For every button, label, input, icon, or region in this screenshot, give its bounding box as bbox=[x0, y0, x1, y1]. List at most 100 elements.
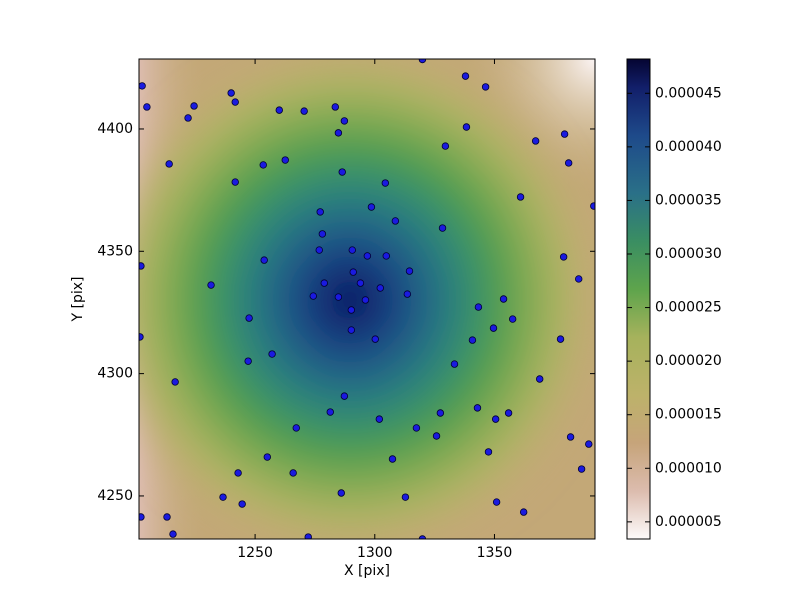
point bbox=[499, 295, 508, 303]
x-tick-label: 1350 bbox=[477, 545, 513, 561]
point bbox=[382, 252, 390, 260]
point bbox=[165, 160, 173, 168]
point bbox=[315, 246, 323, 254]
point bbox=[326, 408, 334, 416]
point bbox=[259, 161, 267, 169]
point bbox=[349, 268, 357, 276]
point bbox=[245, 314, 253, 322]
point bbox=[367, 203, 376, 211]
point bbox=[508, 315, 517, 323]
point bbox=[207, 281, 215, 289]
point bbox=[577, 465, 586, 473]
point bbox=[316, 208, 324, 216]
x-tick-label: 1250 bbox=[237, 545, 273, 561]
point bbox=[340, 392, 349, 400]
point bbox=[575, 275, 583, 283]
point bbox=[260, 256, 268, 264]
point bbox=[484, 448, 493, 456]
point bbox=[564, 159, 573, 167]
points bbox=[139, 59, 595, 539]
colorbar-tick-label: 0.000025 bbox=[655, 300, 722, 316]
colorbar-tick-label: 0.000020 bbox=[655, 353, 722, 369]
y-axis-label: Y [pix] bbox=[70, 277, 86, 323]
point bbox=[334, 293, 343, 301]
density-field bbox=[139, 59, 595, 539]
point bbox=[347, 326, 356, 334]
point bbox=[231, 178, 239, 186]
point bbox=[450, 360, 459, 368]
point bbox=[268, 350, 276, 358]
point bbox=[560, 130, 569, 138]
point bbox=[436, 409, 445, 417]
point bbox=[347, 306, 356, 314]
colorbar-tick-label: 0.000030 bbox=[655, 246, 722, 262]
point bbox=[468, 336, 477, 344]
point bbox=[531, 137, 540, 145]
point bbox=[190, 102, 198, 110]
point bbox=[556, 335, 565, 343]
point bbox=[139, 82, 146, 90]
point bbox=[590, 202, 595, 210]
plot-frame bbox=[138, 58, 596, 540]
point bbox=[304, 533, 312, 539]
y-tick-label: 4350 bbox=[97, 243, 133, 259]
point bbox=[139, 262, 145, 270]
point bbox=[504, 409, 513, 417]
point bbox=[536, 375, 544, 383]
point bbox=[337, 489, 345, 497]
point bbox=[492, 498, 501, 506]
point bbox=[361, 296, 370, 304]
point bbox=[169, 530, 177, 538]
point bbox=[566, 433, 575, 441]
colorbar-tick-label: 0.000045 bbox=[655, 85, 722, 101]
point bbox=[519, 508, 528, 516]
point bbox=[320, 279, 328, 287]
point bbox=[163, 513, 171, 521]
colorbar bbox=[626, 58, 651, 540]
point bbox=[371, 335, 379, 343]
point bbox=[139, 513, 145, 521]
point bbox=[405, 267, 414, 275]
point bbox=[585, 440, 593, 448]
point bbox=[363, 252, 372, 260]
point bbox=[559, 253, 568, 261]
point bbox=[391, 217, 400, 225]
point bbox=[491, 415, 500, 423]
y-tick-label: 4400 bbox=[97, 121, 133, 137]
colorbar-tick-label: 0.000035 bbox=[655, 192, 722, 208]
point bbox=[281, 156, 289, 164]
point bbox=[481, 83, 490, 91]
point bbox=[234, 469, 242, 477]
point bbox=[231, 98, 239, 106]
point bbox=[376, 284, 384, 292]
point bbox=[381, 179, 390, 187]
point bbox=[418, 535, 427, 539]
point bbox=[219, 493, 227, 501]
point bbox=[432, 432, 441, 440]
point bbox=[275, 106, 283, 114]
point bbox=[227, 89, 235, 97]
point bbox=[412, 424, 421, 432]
point bbox=[489, 324, 498, 332]
point bbox=[300, 107, 308, 115]
point bbox=[401, 493, 410, 501]
point bbox=[516, 193, 525, 201]
point bbox=[171, 378, 179, 386]
point bbox=[331, 103, 339, 111]
colorbar-tick-label: 0.000040 bbox=[655, 139, 722, 155]
point bbox=[474, 303, 483, 311]
point bbox=[238, 500, 246, 508]
point bbox=[309, 292, 317, 300]
point bbox=[318, 230, 327, 238]
point bbox=[375, 415, 384, 423]
point bbox=[263, 453, 272, 461]
x-tick-label: 1300 bbox=[357, 545, 393, 561]
point bbox=[340, 117, 349, 125]
point bbox=[462, 123, 471, 131]
point bbox=[289, 469, 297, 477]
colorbar-tick-label: 0.000005 bbox=[655, 514, 722, 530]
point bbox=[143, 103, 151, 111]
point bbox=[334, 129, 343, 137]
point bbox=[292, 424, 300, 432]
point bbox=[441, 142, 450, 150]
